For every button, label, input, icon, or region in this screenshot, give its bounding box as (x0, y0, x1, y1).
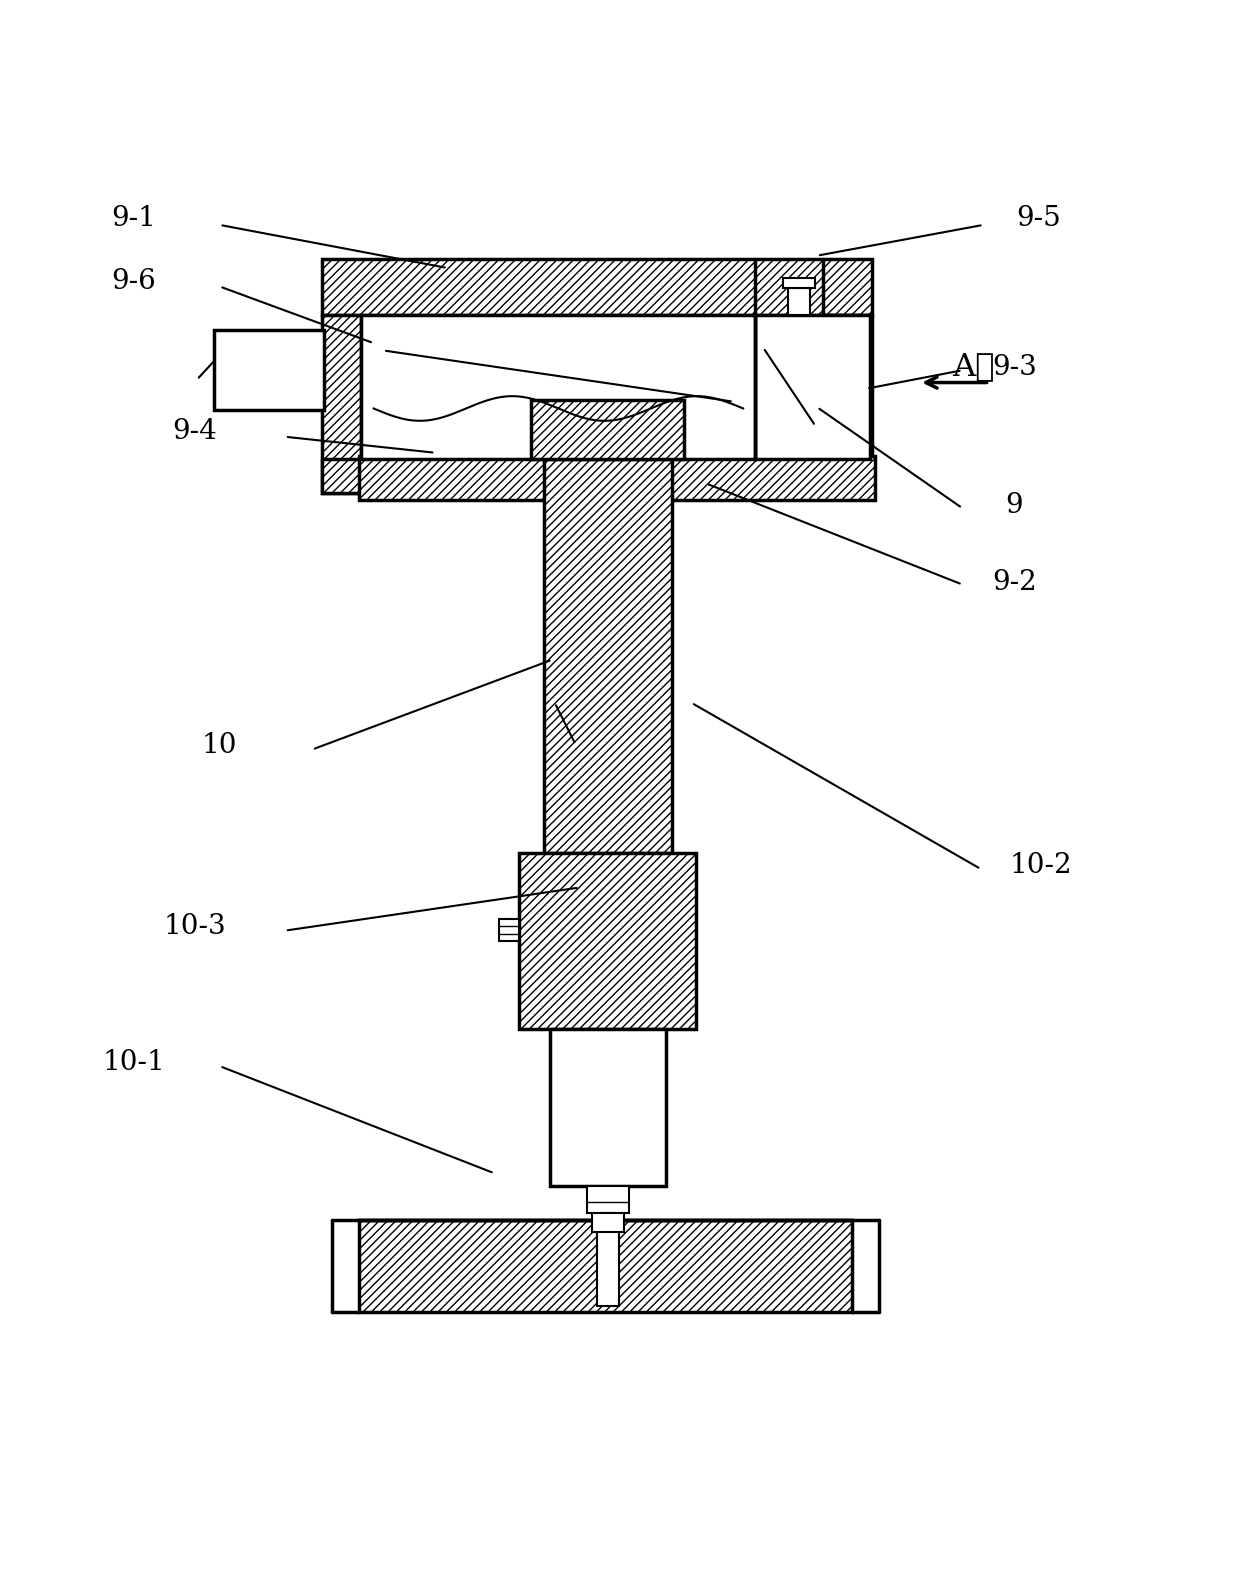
Text: 9-6: 9-6 (112, 268, 156, 295)
Text: 9-4: 9-4 (172, 418, 217, 445)
Bar (531, 399, 684, 459)
Bar (322, 459, 873, 494)
Text: 9-5: 9-5 (1017, 205, 1061, 232)
Bar (755, 314, 870, 459)
Bar (520, 854, 697, 1029)
Text: 10-3: 10-3 (164, 914, 227, 940)
Bar (358, 1220, 852, 1313)
Bar (500, 918, 520, 940)
Text: 9-2: 9-2 (992, 568, 1037, 595)
Bar (213, 330, 325, 410)
Bar (823, 314, 873, 494)
Bar (782, 278, 815, 287)
Bar (358, 456, 875, 500)
Bar (549, 1029, 666, 1185)
Bar (543, 443, 672, 854)
Text: 9: 9 (1006, 492, 1023, 519)
Bar (361, 314, 755, 459)
Text: 10-1: 10-1 (102, 1049, 165, 1076)
Bar (596, 1220, 619, 1307)
Bar (787, 287, 810, 314)
Text: A向: A向 (952, 350, 994, 382)
Bar (591, 1213, 624, 1232)
Bar (322, 259, 873, 314)
Text: 9-1: 9-1 (112, 205, 156, 232)
Bar (587, 1185, 629, 1213)
Text: 9-3: 9-3 (992, 355, 1037, 382)
Bar (322, 314, 361, 494)
Text: 10-2: 10-2 (1009, 852, 1073, 879)
Text: 10: 10 (202, 732, 237, 759)
